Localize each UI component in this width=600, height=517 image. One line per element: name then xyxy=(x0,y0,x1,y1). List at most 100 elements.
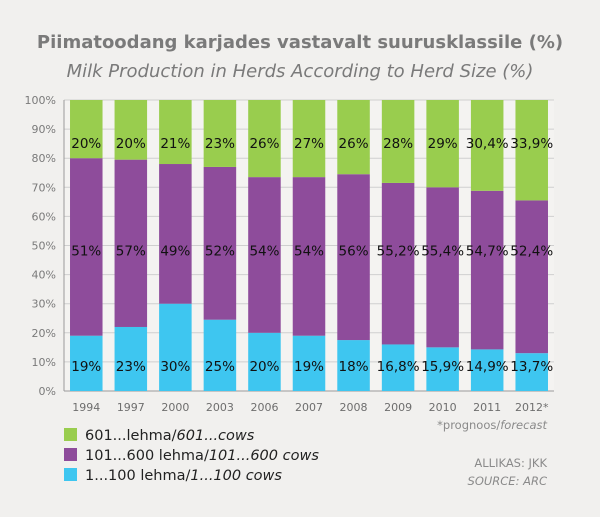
data-label: 52% xyxy=(205,244,235,260)
data-label: 33,9% xyxy=(510,136,553,152)
bar-segment xyxy=(159,100,192,165)
y-tick-label: 60% xyxy=(32,210,56,223)
data-label: 16,8% xyxy=(377,359,420,375)
data-label: 26% xyxy=(339,136,369,152)
x-tick-label: 2000 xyxy=(161,401,189,414)
y-tick-label: 40% xyxy=(32,269,56,282)
bar-segment xyxy=(159,303,192,391)
y-tick-label: 10% xyxy=(32,356,56,369)
x-tick-label: 2006 xyxy=(250,401,278,414)
bar-segment xyxy=(114,326,148,391)
x-tick-label: 1997 xyxy=(117,401,145,414)
legend-swatch xyxy=(64,428,77,441)
legend-swatch xyxy=(64,448,77,461)
data-label: 20% xyxy=(249,359,279,375)
data-label: 29% xyxy=(428,136,458,152)
legend-item-101-600-cows: 101...600 lehma/101...600 cows xyxy=(64,448,319,464)
data-label: 20% xyxy=(116,136,146,152)
chart-subtitle: Milk Production in Herds According to He… xyxy=(66,61,534,82)
data-label: 49% xyxy=(160,244,190,260)
bar-segment xyxy=(70,158,103,336)
x-tick-label: 2011 xyxy=(473,401,501,414)
y-tick-label: 70% xyxy=(32,181,56,194)
source-en: SOURCE: ARC xyxy=(467,474,547,488)
legend-label-et: 101...600 lehma/ xyxy=(85,448,209,464)
legend-item-1-100-cows: 1...100 lehma/1...100 cows xyxy=(64,468,282,484)
forecast-note-en: forecast xyxy=(500,418,547,432)
data-label: 55,4% xyxy=(421,244,464,260)
y-tick-label: 20% xyxy=(32,327,56,340)
bar-segment xyxy=(515,353,548,391)
bar-segment xyxy=(203,166,237,320)
legend-item-601-cows: 601...lehma/601...cows xyxy=(64,428,254,444)
data-label: 54% xyxy=(294,244,324,260)
y-tick-label: 90% xyxy=(32,123,56,136)
x-tick-label: 2007 xyxy=(295,401,323,414)
data-label: 30% xyxy=(160,359,190,375)
data-label: 51% xyxy=(71,244,101,260)
bar-segment xyxy=(292,177,326,336)
data-label: 30,4% xyxy=(466,136,509,152)
bar-segment xyxy=(337,100,370,175)
data-label: 23% xyxy=(205,136,235,152)
data-label: 28% xyxy=(383,136,413,152)
data-label: 27% xyxy=(294,136,324,152)
data-label: 13,7% xyxy=(510,359,553,375)
legend-swatch xyxy=(64,468,77,481)
legend-label-en: 101...600 cows xyxy=(208,448,319,464)
x-tick-label: 2009 xyxy=(384,401,412,414)
data-label: 18% xyxy=(339,359,369,375)
bar-segment xyxy=(159,164,192,304)
bar-segment xyxy=(70,100,103,159)
bar-segment xyxy=(337,174,370,341)
bar-segment xyxy=(426,187,459,348)
bar-segment xyxy=(337,340,370,391)
bar-segment xyxy=(515,200,548,354)
bar-segment xyxy=(114,100,148,160)
bar-segment xyxy=(470,100,504,191)
y-tick-label: 30% xyxy=(32,298,56,311)
bar-segment xyxy=(203,100,237,167)
data-label: 23% xyxy=(116,359,146,375)
bar-segment xyxy=(114,159,148,327)
data-label: 54,7% xyxy=(466,244,509,260)
bar-segment xyxy=(248,177,281,333)
bar-segment xyxy=(470,349,504,391)
x-tick-label: 2010 xyxy=(429,401,457,414)
data-label: 14,9% xyxy=(466,359,509,375)
data-label: 57% xyxy=(116,244,146,260)
data-label: 21% xyxy=(160,136,190,152)
chart-title: Piimatoodang karjades vastavalt suuruskl… xyxy=(36,32,564,53)
data-label: 15,9% xyxy=(421,359,464,375)
bar-segment xyxy=(292,335,326,391)
y-tick-label: 0% xyxy=(39,385,56,398)
y-tick-label: 80% xyxy=(32,152,56,165)
bar-segment xyxy=(248,332,281,391)
bar-segment xyxy=(381,182,415,345)
legend-label-en: 601...cows xyxy=(176,428,255,444)
bar-segment xyxy=(381,100,415,183)
x-tick-label: 2003 xyxy=(206,401,234,414)
data-label: 19% xyxy=(294,359,324,375)
bar-segment xyxy=(203,319,237,391)
x-tick-label: 1994 xyxy=(72,401,100,414)
source-et: ALLIKAS: JKK xyxy=(474,456,547,470)
data-label: 56% xyxy=(339,244,369,260)
legend-label-en: 1...100 cows xyxy=(190,468,282,484)
forecast-note: *prognoos/forecast xyxy=(437,418,547,432)
x-tick-label: 2008 xyxy=(340,401,368,414)
data-label: 26% xyxy=(249,136,279,152)
data-label: 55,2% xyxy=(377,244,420,260)
y-tick-label: 100% xyxy=(25,94,56,107)
data-label: 19% xyxy=(71,359,101,375)
data-label: 54% xyxy=(249,244,279,260)
x-tick-label: 2012* xyxy=(515,401,549,414)
bar-segment xyxy=(426,347,459,391)
bar-segment xyxy=(515,100,548,201)
data-label: 25% xyxy=(205,359,235,375)
bar-segment xyxy=(381,344,415,391)
legend-label-et: 601...lehma/ xyxy=(85,428,177,444)
bar-segment xyxy=(70,335,103,391)
data-label: 52,4% xyxy=(510,244,553,260)
